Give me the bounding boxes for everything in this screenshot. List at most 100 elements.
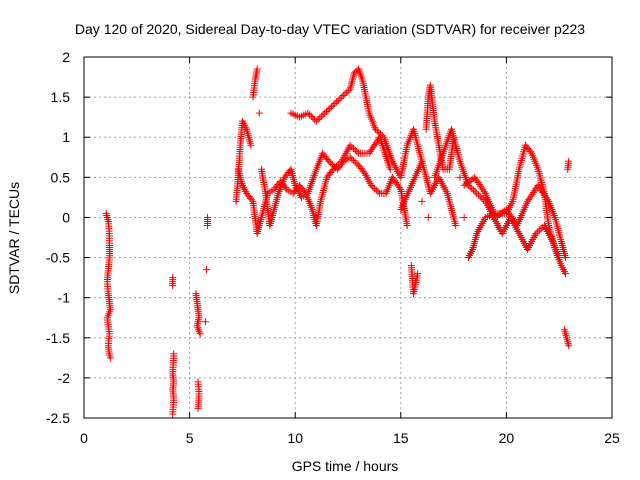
data-point <box>304 109 312 117</box>
data-point <box>321 109 329 117</box>
y-tick-label: -1.5 <box>46 330 70 346</box>
data-point <box>353 148 361 156</box>
data-point <box>346 153 354 161</box>
data-point <box>526 148 534 156</box>
data-point <box>473 177 481 185</box>
data-point <box>414 270 422 278</box>
data-point <box>480 196 488 204</box>
x-tick-label: 15 <box>393 430 409 446</box>
data-point <box>309 114 317 122</box>
data-point <box>169 410 177 418</box>
y-tick-label: 1 <box>62 129 70 145</box>
data-point <box>317 112 325 120</box>
data-point <box>541 192 549 200</box>
data-point <box>373 127 381 135</box>
data-point <box>333 162 341 170</box>
data-point <box>468 185 476 193</box>
data-point <box>348 155 356 163</box>
series <box>234 133 570 262</box>
data-point <box>344 87 352 95</box>
data-point <box>370 142 378 150</box>
data-point <box>538 187 546 195</box>
y-tick-label: 0 <box>62 209 70 225</box>
data-point <box>531 187 539 195</box>
y-tick-label: -2.5 <box>46 410 70 426</box>
data-point <box>353 160 361 168</box>
data-point <box>201 318 209 326</box>
data-point <box>525 196 533 204</box>
data-point <box>505 209 513 217</box>
data-point <box>346 141 354 149</box>
series <box>102 209 114 362</box>
data-point <box>366 147 374 155</box>
data-point <box>499 208 507 216</box>
data-point <box>329 101 337 109</box>
data-point <box>529 188 537 196</box>
data-point <box>471 173 479 181</box>
data-point <box>325 157 333 165</box>
data-point <box>319 111 327 119</box>
data-point <box>466 183 474 191</box>
data-point <box>314 116 322 124</box>
data-point <box>524 197 532 205</box>
data-point <box>328 167 336 175</box>
data-point <box>327 159 335 167</box>
grid <box>84 57 612 418</box>
data-point <box>532 229 540 237</box>
x-tick-label: 20 <box>499 430 515 446</box>
data-point <box>247 141 255 149</box>
data-point <box>474 179 482 187</box>
y-tick-label: 0.5 <box>51 169 71 185</box>
data-point <box>281 184 289 192</box>
data-point <box>534 181 542 189</box>
data-point <box>306 111 314 119</box>
series <box>169 274 178 418</box>
data-point <box>539 188 547 196</box>
data-point <box>307 112 315 120</box>
data-point <box>349 156 357 164</box>
data-point <box>300 188 308 196</box>
data-point <box>396 184 404 192</box>
data-point <box>365 149 373 157</box>
data-point <box>480 188 488 196</box>
data-point <box>339 92 347 100</box>
data-point <box>424 213 432 221</box>
data-point <box>194 404 202 412</box>
data-point <box>336 95 344 103</box>
x-tick-label: 5 <box>186 430 194 446</box>
data-point <box>475 180 483 188</box>
plot-frame <box>83 56 613 419</box>
y-axis-label: SDTVAR / TECUs <box>6 182 22 294</box>
x-axis-label: GPS time / hours <box>292 458 399 474</box>
data-point <box>371 140 379 148</box>
data-point <box>562 270 570 278</box>
data-point <box>324 106 332 114</box>
data-point <box>312 117 320 125</box>
data-point <box>386 165 394 173</box>
data-point <box>336 159 344 167</box>
data-point <box>504 207 512 215</box>
data-point <box>477 182 485 190</box>
data-point <box>534 228 542 236</box>
data-point <box>452 221 460 229</box>
data-point <box>378 132 386 140</box>
data-point <box>367 146 375 154</box>
y-tick-label: -2 <box>58 370 71 386</box>
data-point <box>403 221 411 229</box>
data-point <box>324 156 332 164</box>
data-point <box>248 196 256 204</box>
data-point <box>542 194 550 202</box>
data-point <box>377 130 385 138</box>
data-point <box>373 137 381 145</box>
data-point <box>371 125 379 133</box>
data-point <box>369 183 377 191</box>
data-point <box>316 114 324 122</box>
y-tick-label: 1.5 <box>51 89 71 105</box>
data-point <box>543 196 551 204</box>
data-point <box>562 254 570 262</box>
data-point <box>334 160 342 168</box>
data-point <box>328 103 336 111</box>
data-point <box>467 176 475 184</box>
data-points <box>102 65 573 418</box>
